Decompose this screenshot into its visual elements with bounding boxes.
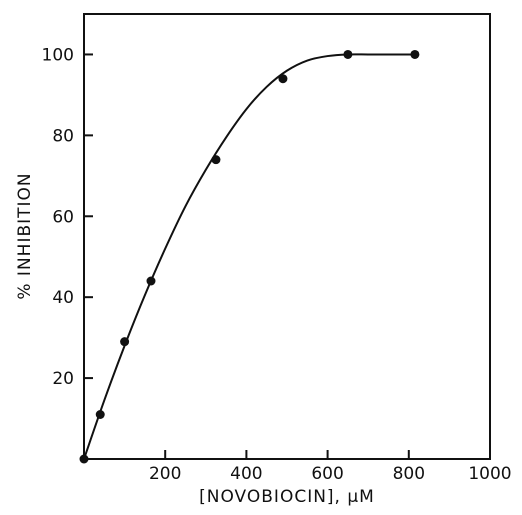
y-tick-label: 80	[52, 126, 74, 146]
tick-labels: 200 400 600 800 1000 20 40 60 80 100	[42, 45, 512, 484]
x-tick-label: 200	[149, 464, 181, 484]
x-tick-label: 400	[230, 464, 262, 484]
data-point	[95, 410, 105, 419]
y-tick-label: 60	[52, 207, 74, 227]
data-points	[79, 49, 420, 464]
plot-frame	[83, 13, 491, 460]
data-point	[211, 155, 221, 165]
data-point	[343, 49, 353, 59]
tick-marks	[84, 53, 491, 459]
x-tick-label: 800	[393, 464, 425, 484]
data-point	[410, 49, 420, 59]
data-point	[79, 454, 89, 464]
y-tick-label: 20	[52, 369, 74, 389]
y-axis-title: % INHIBITION	[15, 172, 35, 299]
y-tick-label: 40	[52, 288, 74, 308]
x-tick-label: 600	[311, 464, 343, 484]
y-tick-label: 100	[42, 45, 74, 65]
x-tick-label: 1000	[468, 464, 511, 484]
fit-curve	[83, 53, 415, 460]
data-point	[146, 276, 156, 286]
data-point	[120, 337, 130, 347]
x-axis-title: [NOVOBIOCIN], μM	[199, 487, 375, 507]
data-point	[278, 74, 288, 84]
